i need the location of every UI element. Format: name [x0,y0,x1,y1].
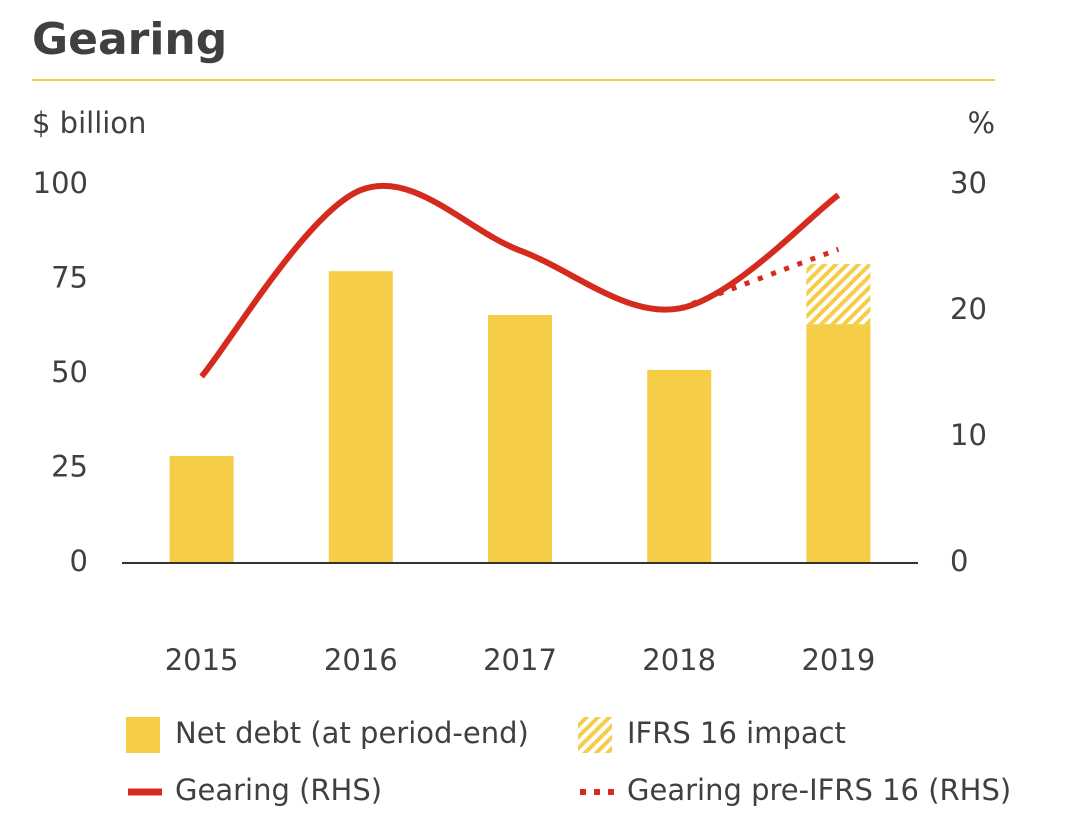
y2-tick-label: 30 [950,166,987,200]
y2-tick-label: 10 [950,418,987,452]
y2-tick-label: 20 [950,292,987,326]
y2-tick-label: 0 [950,544,968,578]
y-tick-label: 25 [51,450,88,484]
legend-label: IFRS 16 impact [627,716,846,750]
legend-swatch [126,717,160,753]
x-tick-label: 2016 [324,643,398,677]
legend-label: Gearing pre-IFRS 16 (RHS) [627,773,1011,807]
x-tick-label: 2018 [642,643,716,677]
bar [169,456,234,563]
legend-label: Gearing (RHS) [175,773,382,807]
y-axis-label: $ billion [32,106,146,140]
chart-title: Gearing [32,14,227,65]
y2-axis-label: % [967,106,995,140]
legend-swatch [578,717,612,753]
bar [328,271,393,563]
bar [488,315,552,563]
y-tick-label: 100 [33,166,88,200]
legend-label: Net debt (at period-end) [175,716,529,750]
y-tick-label: 50 [51,355,88,389]
y-tick-label: 75 [51,261,88,295]
dotted-line [678,246,840,311]
hatched-bar [806,264,871,325]
x-tick-label: 2015 [165,643,239,677]
y-tick-label: 0 [70,544,88,578]
x-tick-label: 2019 [801,643,875,677]
bar [647,369,712,563]
bar [806,324,871,563]
line [199,182,841,379]
x-tick-label: 2017 [483,643,557,677]
